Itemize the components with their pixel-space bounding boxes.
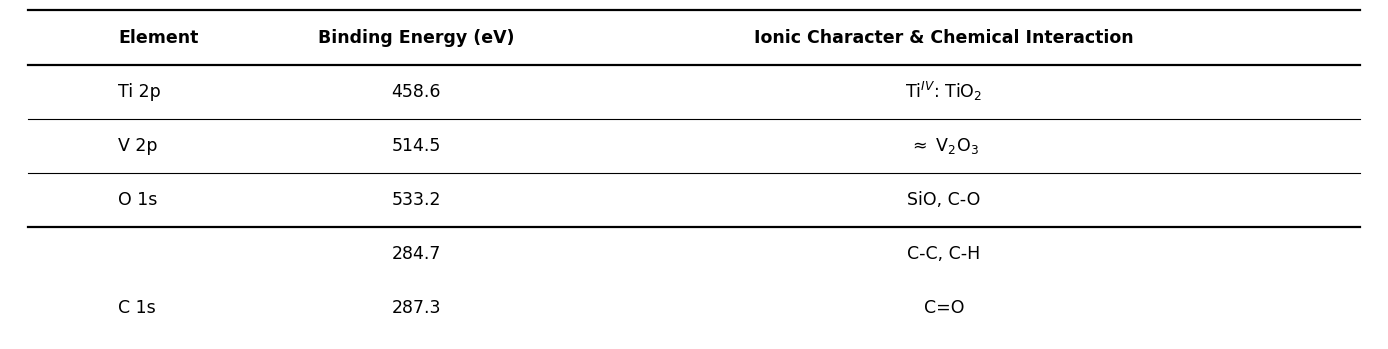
Text: Ti$^{IV}$: TiO$_2$: Ti$^{IV}$: TiO$_2$ xyxy=(905,80,983,103)
Text: 514.5: 514.5 xyxy=(391,137,441,155)
Text: Ti 2p: Ti 2p xyxy=(118,83,161,101)
Text: Ionic Character & Chemical Interaction: Ionic Character & Chemical Interaction xyxy=(754,29,1134,46)
Text: C=O: C=O xyxy=(923,299,965,317)
Text: C 1s: C 1s xyxy=(118,299,155,317)
Text: $\approx$ V$_2$O$_3$: $\approx$ V$_2$O$_3$ xyxy=(909,136,979,156)
Text: V 2p: V 2p xyxy=(118,137,157,155)
Text: C-C, C-H: C-C, C-H xyxy=(908,245,980,263)
Text: Binding Energy (eV): Binding Energy (eV) xyxy=(318,29,515,46)
Text: 533.2: 533.2 xyxy=(391,191,441,209)
Text: 284.7: 284.7 xyxy=(391,245,441,263)
Text: 287.3: 287.3 xyxy=(391,299,441,317)
Text: 458.6: 458.6 xyxy=(391,83,441,101)
Text: O 1s: O 1s xyxy=(118,191,157,209)
Text: Element: Element xyxy=(118,29,198,46)
Text: SiO, C-O: SiO, C-O xyxy=(908,191,980,209)
